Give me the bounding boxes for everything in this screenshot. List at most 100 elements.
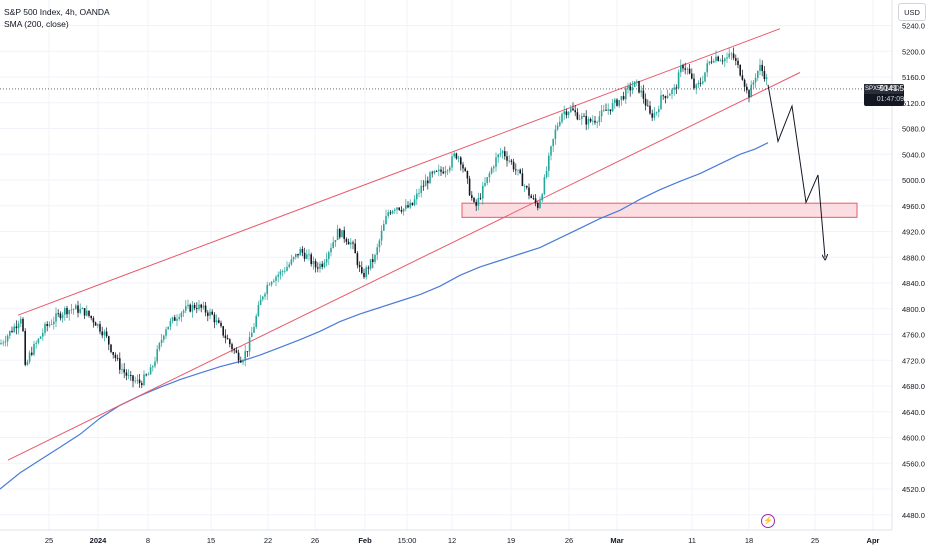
time-axis[interactable]: 25 2024 8 15 22 26 Feb 15:00 12 19 26 Mar 11 18 25 Apr xyxy=(45,536,880,545)
candle-body xyxy=(662,95,664,97)
candle-body xyxy=(345,238,348,242)
candle-body xyxy=(702,81,704,84)
candle-body xyxy=(387,212,389,217)
candle-body xyxy=(666,95,669,99)
candle-body xyxy=(352,242,354,244)
indicator-legend[interactable]: SMA (200, close) xyxy=(4,19,69,29)
candle-body xyxy=(385,216,387,225)
candle-body xyxy=(119,358,121,370)
candle-body xyxy=(189,304,191,312)
price-axis[interactable]: 5240.0 5200.0 5160.0 5120.0 5080.0 5040.0 5000… xyxy=(902,22,925,520)
candle-body xyxy=(605,109,607,111)
vertical-gridlines xyxy=(48,0,874,530)
candle-body xyxy=(376,247,378,255)
candle-body xyxy=(374,254,376,262)
candle-body xyxy=(286,266,288,271)
candle-body xyxy=(242,360,244,363)
candle-body xyxy=(664,95,667,99)
candle-body xyxy=(567,112,570,116)
time-tick-label: 25 xyxy=(45,536,53,545)
candle-body xyxy=(358,265,361,268)
candle-body xyxy=(94,322,97,326)
candle-body xyxy=(592,120,594,122)
candle-body xyxy=(464,168,466,171)
candle-body xyxy=(35,342,37,344)
chart-title: S&P 500 Index, 4h, OANDA xyxy=(4,7,110,17)
currency-button[interactable]: USD xyxy=(898,3,926,21)
candle-body xyxy=(400,209,403,212)
candle-body xyxy=(77,305,79,313)
candle-body xyxy=(528,187,530,196)
candle-body xyxy=(339,228,341,238)
candle-body xyxy=(534,198,537,203)
candle-body xyxy=(37,338,40,343)
candle-body xyxy=(83,308,86,316)
candle-body xyxy=(171,317,174,321)
candle-body xyxy=(460,157,462,165)
candle-body xyxy=(746,86,748,91)
candle-body xyxy=(497,154,499,158)
candle-body xyxy=(167,326,169,330)
candle-body xyxy=(141,383,143,386)
candle-body xyxy=(618,100,620,106)
candle-body xyxy=(378,240,381,248)
candle-body xyxy=(446,170,449,172)
candle-body xyxy=(224,335,227,339)
candle-body xyxy=(686,68,689,70)
time-tick-label: 11 xyxy=(688,536,696,545)
candle-body xyxy=(11,330,13,333)
candle-body xyxy=(149,367,152,375)
candle-body xyxy=(576,112,579,120)
candle-body xyxy=(299,248,301,256)
candle-body xyxy=(354,243,356,254)
candle-body xyxy=(312,261,315,265)
candle-body xyxy=(240,360,242,363)
candle-body xyxy=(273,280,275,282)
candle-body xyxy=(314,261,317,268)
candle-body xyxy=(521,173,524,187)
candle-body xyxy=(578,118,581,120)
candle-body xyxy=(719,60,722,62)
candle-body xyxy=(15,326,18,329)
support-zone-rect xyxy=(461,202,858,218)
candle-body xyxy=(75,305,77,310)
candle-body xyxy=(110,344,112,353)
candle-body xyxy=(325,258,328,263)
candle-body xyxy=(33,343,35,355)
candle-body xyxy=(552,138,554,147)
candle-body xyxy=(627,86,629,89)
candle-body xyxy=(754,77,757,83)
candle-body xyxy=(763,71,766,80)
candle-body xyxy=(81,308,84,309)
candle-body xyxy=(323,262,326,267)
candle-body xyxy=(455,153,458,159)
candle-body xyxy=(704,72,706,82)
price-tick-label: 4640.0 xyxy=(902,408,925,417)
candle-body xyxy=(636,80,638,82)
candle-body xyxy=(279,271,282,275)
candle-body xyxy=(759,64,761,72)
candle-body xyxy=(116,357,119,359)
time-tick-label: 22 xyxy=(264,536,272,545)
candle-body xyxy=(451,156,453,168)
candle-body xyxy=(589,118,592,122)
candle-body xyxy=(350,242,352,245)
candle-body xyxy=(17,323,20,329)
candle-body xyxy=(416,193,418,200)
candle-body xyxy=(343,230,345,239)
channel-lines xyxy=(7,28,801,461)
candle-body xyxy=(396,207,398,210)
candle-body xyxy=(440,169,442,172)
time-tick-label: 2024 xyxy=(90,536,108,545)
price-tick-label: 4520.0 xyxy=(902,485,925,494)
lightning-icon[interactable]: ⚡ xyxy=(761,514,775,528)
candle-body xyxy=(735,58,737,61)
time-tick-label: 26 xyxy=(311,536,319,545)
candle-body xyxy=(757,71,759,78)
candle-body xyxy=(121,369,123,371)
channel-lower-line xyxy=(7,72,801,461)
candle-body xyxy=(671,89,673,95)
candle-body xyxy=(246,351,249,353)
candle-body xyxy=(266,285,268,294)
